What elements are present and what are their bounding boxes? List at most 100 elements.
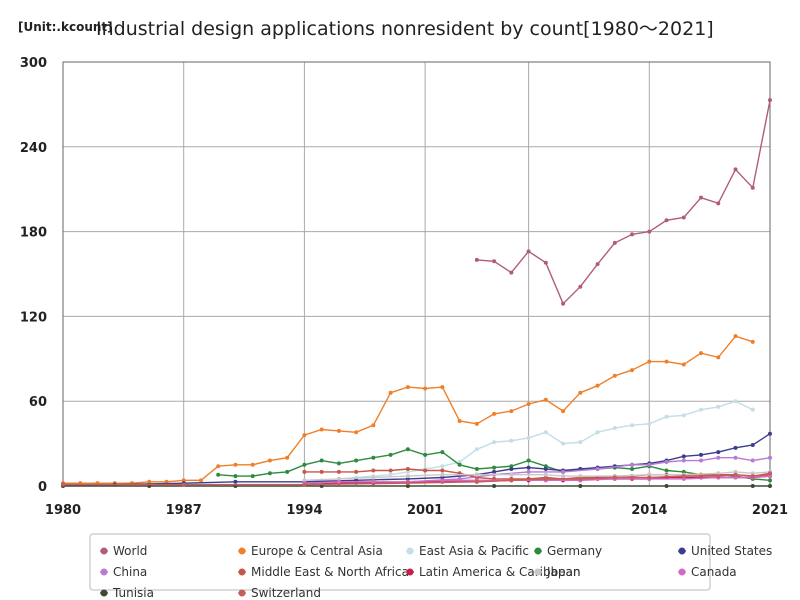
data-point: [733, 399, 738, 404]
data-point: [699, 452, 704, 457]
legend-label: East Asia & Pacific: [419, 544, 529, 558]
data-point: [526, 249, 531, 254]
data-point: [526, 469, 531, 474]
legend-label: Germany: [547, 544, 602, 558]
legend-item: Canada: [678, 565, 737, 579]
legend-item: China: [100, 565, 147, 579]
data-point: [681, 362, 686, 367]
chart-title: Industrial design applications nonreside…: [96, 18, 714, 40]
data-point: [716, 450, 721, 455]
data-point: [388, 468, 393, 473]
x-tick-label: 2014: [631, 503, 667, 518]
data-point: [457, 418, 462, 423]
data-point: [750, 474, 755, 479]
data-point: [233, 462, 238, 467]
data-point: [509, 467, 514, 472]
x-tick-label: 1980: [45, 503, 81, 518]
data-point: [699, 195, 704, 200]
data-point: [543, 472, 548, 477]
series-world: [474, 98, 772, 306]
series-group: [61, 98, 772, 488]
x-tick-label: 2001: [407, 503, 443, 518]
data-point: [768, 431, 772, 436]
legend-label: Europe & Central Asia: [251, 544, 383, 558]
data-point: [509, 438, 514, 443]
data-point: [543, 467, 548, 472]
data-point: [440, 472, 445, 477]
legend-swatch: [534, 568, 542, 576]
data-point: [681, 474, 686, 479]
legend-label: China: [113, 565, 147, 579]
unit-label: [Unit:.kcount]: [18, 20, 113, 34]
data-point: [768, 474, 772, 479]
data-point: [664, 468, 669, 473]
data-point: [647, 229, 652, 234]
data-point: [647, 462, 652, 467]
y-tick-label: 240: [20, 141, 47, 156]
data-point: [543, 464, 548, 469]
data-point: [716, 471, 721, 476]
data-point: [526, 465, 531, 470]
legend-item: Middle East & North Africa: [238, 565, 409, 579]
data-point: [630, 368, 635, 373]
data-point: [526, 458, 531, 463]
data-point: [561, 409, 566, 414]
data-point: [612, 240, 617, 245]
data-point: [681, 476, 686, 481]
data-point: [285, 455, 290, 460]
data-point: [302, 469, 307, 474]
data-point: [578, 476, 583, 481]
data-point: [561, 474, 566, 479]
legend-swatch: [238, 568, 246, 576]
data-point: [733, 475, 738, 480]
data-point: [354, 469, 359, 474]
data-point: [647, 475, 652, 480]
data-point: [233, 474, 238, 479]
data-point: [681, 215, 686, 220]
legend-label: World: [113, 544, 147, 558]
data-point: [405, 467, 410, 472]
data-point: [595, 262, 600, 267]
data-point: [733, 469, 738, 474]
data-point: [699, 351, 704, 356]
data-point: [147, 479, 152, 484]
data-point: [578, 474, 583, 479]
legend-item: Latin America & Caribbean: [406, 565, 581, 579]
data-point: [509, 409, 514, 414]
legend-label: Latin America & Caribbean: [419, 565, 581, 579]
data-point: [733, 167, 738, 172]
data-point: [699, 407, 704, 412]
data-point: [405, 484, 410, 488]
data-point: [267, 471, 272, 476]
data-point: [578, 440, 583, 445]
data-point: [750, 458, 755, 463]
data-point: [216, 464, 221, 469]
data-point: [543, 476, 548, 481]
data-point: [768, 98, 772, 103]
data-point: [423, 452, 428, 457]
data-point: [302, 482, 307, 487]
legend-swatch: [238, 547, 246, 555]
data-point: [371, 468, 376, 473]
data-point: [561, 469, 566, 474]
data-point: [526, 402, 531, 407]
data-point: [509, 270, 514, 275]
data-point: [336, 469, 341, 474]
data-point: [578, 484, 583, 488]
series-line: [476, 100, 771, 305]
legend-swatch: [100, 568, 108, 576]
data-point: [681, 454, 686, 459]
data-point: [492, 259, 497, 264]
data-point: [664, 359, 669, 364]
data-point: [664, 218, 669, 223]
data-point: [750, 471, 755, 476]
legend-label: Tunisia: [112, 586, 154, 600]
data-point: [319, 469, 324, 474]
legend: World Europe & Central Asia East Asia & Pa…: [89, 533, 772, 600]
data-point: [733, 455, 738, 460]
data-point: [716, 474, 721, 479]
legend-swatch: [100, 589, 108, 597]
data-point: [526, 435, 531, 440]
data-point: [733, 334, 738, 339]
